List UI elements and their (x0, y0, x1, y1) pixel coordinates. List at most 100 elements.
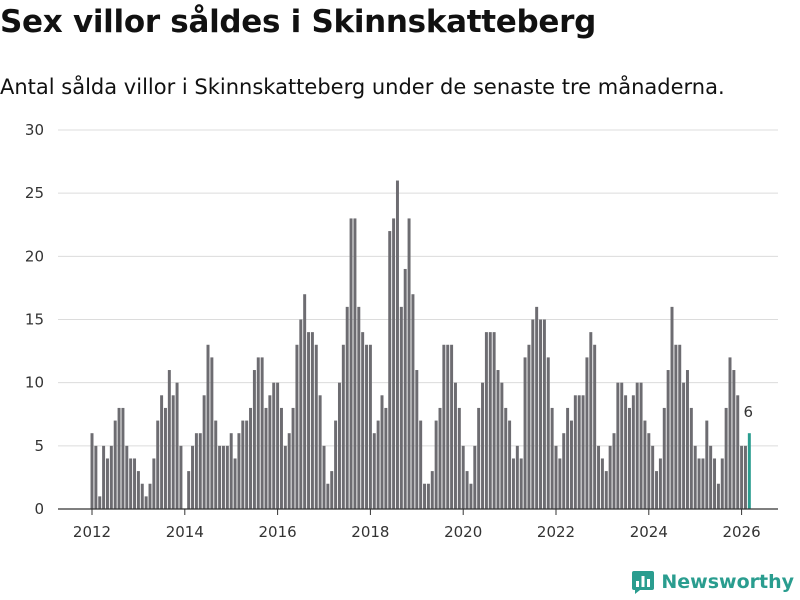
bar (508, 420, 512, 509)
bar (144, 496, 148, 509)
chart-subtitle: Antal sålda villor i Skinnskatteberg und… (0, 75, 725, 99)
bar (318, 395, 322, 509)
x-tick-label: 2020 (444, 523, 482, 541)
bar (515, 445, 519, 509)
bar (241, 420, 245, 509)
bar (535, 306, 539, 509)
bar (140, 483, 144, 509)
x-tick-label: 2026 (723, 523, 761, 541)
bar (678, 344, 682, 509)
bar (210, 357, 214, 509)
bar (160, 395, 164, 509)
bar (272, 382, 276, 509)
bar (148, 483, 152, 509)
y-tick-label: 25 (25, 184, 44, 202)
bar (724, 407, 728, 509)
bar (395, 180, 399, 509)
bar (237, 433, 241, 509)
bar (566, 407, 570, 509)
y-tick-label: 30 (25, 121, 44, 139)
bar (206, 344, 210, 509)
bar (125, 445, 129, 509)
bar (287, 433, 291, 509)
bar (175, 382, 179, 509)
bar (163, 407, 167, 509)
bar (121, 407, 125, 509)
y-tick-label: 10 (25, 374, 44, 392)
bar (542, 319, 546, 509)
x-tick-label: 2018 (351, 523, 389, 541)
y-tick-label: 5 (34, 437, 44, 455)
bar (600, 458, 604, 509)
bar (453, 382, 457, 509)
bar (102, 445, 106, 509)
bar (697, 458, 701, 509)
bar (353, 218, 357, 509)
bar (728, 357, 732, 509)
x-tick-label: 2014 (166, 523, 204, 541)
bar (291, 407, 295, 509)
bar (407, 218, 411, 509)
bar (221, 445, 225, 509)
bar (256, 357, 260, 509)
x-tick-label: 2016 (259, 523, 297, 541)
bar (303, 294, 307, 509)
bar (643, 420, 647, 509)
bar (260, 357, 264, 509)
bar (527, 344, 531, 509)
bar (411, 294, 415, 509)
bar (279, 407, 283, 509)
bar (423, 483, 427, 509)
x-tick-label: 2012 (73, 523, 111, 541)
bar (743, 445, 747, 509)
bar (307, 332, 311, 509)
bar (202, 395, 206, 509)
bar (662, 407, 666, 509)
bar (550, 407, 554, 509)
bar (365, 344, 369, 509)
bar (670, 306, 674, 509)
bar (326, 483, 330, 509)
bar (612, 433, 616, 509)
bar (539, 319, 543, 509)
bar (94, 445, 98, 509)
bar (519, 458, 523, 509)
bar (465, 471, 469, 509)
bar (639, 382, 643, 509)
bar (674, 344, 678, 509)
bar (388, 231, 392, 509)
bar (558, 458, 562, 509)
bar (631, 395, 635, 509)
bar (469, 483, 473, 509)
bar (450, 344, 454, 509)
bar (635, 382, 639, 509)
bar (477, 407, 481, 509)
bar (419, 420, 423, 509)
newsworthy-logo-icon (632, 571, 655, 594)
x-tick-label: 2022 (537, 523, 575, 541)
bar (191, 445, 195, 509)
bar (492, 332, 496, 509)
bar (732, 370, 736, 509)
bar (685, 370, 689, 509)
x-tick-label: 2024 (630, 523, 668, 541)
bar (705, 420, 709, 509)
bar (511, 458, 515, 509)
bar (415, 370, 419, 509)
bar (384, 407, 388, 509)
bar (488, 332, 492, 509)
bar (330, 471, 334, 509)
newsworthy-logo[interactable]: Newsworthy (631, 570, 794, 594)
bar (334, 420, 338, 509)
bar (604, 471, 608, 509)
bar (589, 332, 593, 509)
bar (249, 407, 253, 509)
bar-highlight (747, 433, 751, 509)
bar (701, 458, 705, 509)
bar (500, 382, 504, 509)
bar (252, 370, 256, 509)
bar (709, 445, 713, 509)
bar (581, 395, 585, 509)
bar (484, 332, 488, 509)
